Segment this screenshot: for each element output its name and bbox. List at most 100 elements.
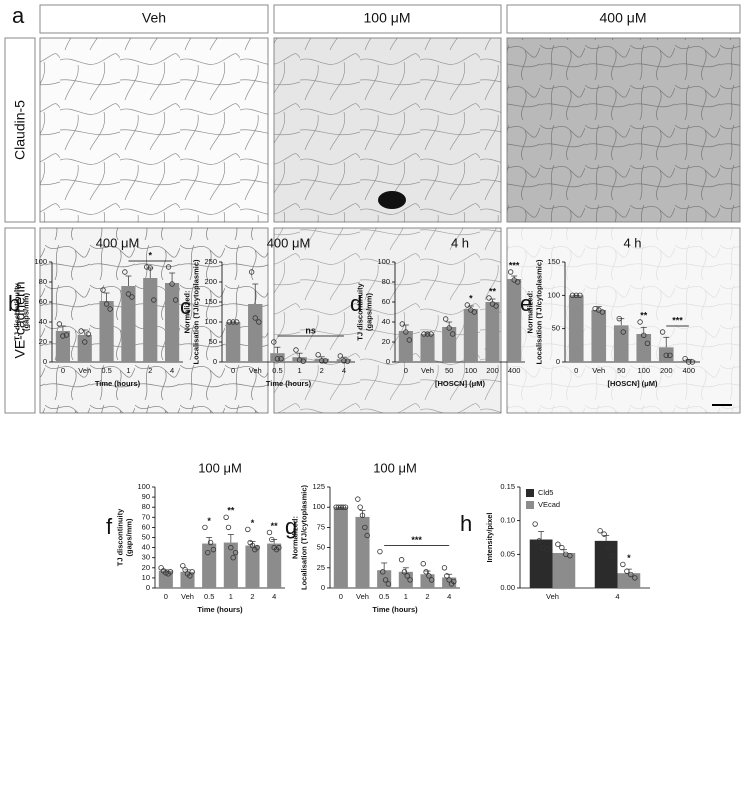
data-point	[274, 356, 281, 362]
data-point	[254, 544, 260, 551]
y-tick-label: 20	[382, 337, 390, 346]
x-tick-label: Veh	[181, 592, 194, 601]
significance-label: *	[148, 250, 152, 260]
bar	[420, 574, 435, 588]
header-box	[39, 4, 269, 34]
column-header: Veh	[142, 10, 166, 26]
y-tick-label: 250	[204, 257, 217, 266]
micrograph-texture	[507, 38, 740, 222]
data-point	[569, 292, 576, 299]
bar	[568, 295, 584, 362]
data-point	[266, 529, 273, 536]
data-point	[226, 319, 233, 325]
data-point	[355, 496, 361, 502]
row-header: VE-cadherin	[12, 281, 28, 358]
x-tick-label: 400	[682, 366, 695, 375]
data-point	[85, 331, 91, 337]
chart-title: 400 μM	[96, 235, 140, 250]
data-point	[202, 524, 208, 531]
y-tick-label: 0	[321, 583, 325, 592]
row-header: Claudin-5	[12, 100, 28, 160]
y-axis-label: TJ discontinuity	[115, 508, 124, 566]
y-axis-label: Normalized:	[290, 516, 299, 559]
significance-label: **	[271, 521, 279, 531]
data-point	[269, 536, 275, 543]
cell-cluster	[378, 191, 406, 209]
bar	[398, 331, 413, 362]
data-point	[344, 358, 351, 364]
y-tick-label: 25	[317, 563, 325, 572]
bar	[121, 286, 136, 362]
panel-letter: f	[106, 514, 113, 539]
data-point	[616, 315, 622, 322]
bar	[202, 543, 217, 588]
y-tick-label: 100	[34, 257, 47, 266]
y-tick-label: 100	[547, 290, 560, 299]
y-tick-label: 0	[146, 583, 150, 592]
data-point	[107, 306, 113, 312]
x-axis-label: [HOSCN] (μM)	[608, 379, 658, 388]
panel-letter: a	[12, 3, 25, 28]
data-point	[144, 264, 150, 270]
x-tick-label: Veh	[546, 592, 559, 601]
data-point	[406, 337, 413, 343]
data-point	[620, 561, 626, 568]
y-tick-label: 150	[204, 297, 217, 306]
x-tick-label: 0.5	[101, 366, 111, 375]
y-tick-label: 30	[142, 553, 150, 562]
data-point	[426, 573, 432, 579]
data-point	[385, 581, 392, 587]
data-point	[278, 356, 284, 362]
bar	[485, 302, 500, 362]
data-point	[401, 569, 408, 575]
x-tick-label: 0.5	[204, 592, 214, 601]
legend-label: VEcad	[538, 500, 560, 509]
bar	[245, 545, 260, 588]
data-point	[620, 329, 626, 335]
data-point	[577, 292, 583, 299]
data-point	[103, 301, 110, 307]
bar	[77, 335, 92, 362]
data-point	[451, 578, 457, 585]
x-tick-label: 100	[637, 366, 650, 375]
data-point	[423, 569, 429, 575]
y-tick-label: 40	[142, 543, 150, 552]
x-axis-label: Time (hours)	[197, 605, 243, 614]
data-point	[471, 309, 478, 315]
data-point	[362, 524, 368, 531]
header-box	[506, 4, 741, 34]
x-axis-label: [HOSCN] (μM)	[435, 379, 485, 388]
data-point	[158, 565, 164, 571]
data-point	[403, 329, 409, 335]
data-point	[601, 531, 607, 537]
y-axis-label: (gaps/mm)	[124, 518, 133, 556]
data-point	[342, 504, 349, 510]
x-tick-label: 0	[339, 592, 343, 601]
y-tick-label: 40	[382, 317, 390, 326]
panel-letter: e	[520, 291, 532, 316]
y-tick-label: 80	[39, 277, 47, 286]
data-point	[689, 359, 696, 365]
legend-label: Cld5	[538, 488, 553, 497]
data-point	[165, 264, 172, 270]
x-tick-label: 50	[445, 366, 453, 375]
x-axis-label: Time (hours)	[266, 379, 312, 388]
x-tick-label: 2	[425, 592, 429, 601]
data-point	[337, 353, 344, 359]
y-axis-label: Normalized:	[182, 291, 191, 334]
bar	[164, 283, 180, 362]
data-point	[228, 544, 234, 551]
bar	[377, 570, 392, 588]
x-tick-label: 0	[61, 366, 65, 375]
bar	[594, 540, 618, 588]
header-box	[4, 37, 36, 223]
panel-letter: b	[8, 291, 20, 316]
bar	[355, 516, 370, 588]
y-tick-label: 50	[552, 324, 560, 333]
y-axis-label: (gaps/mm)	[21, 293, 30, 331]
data-point	[100, 287, 106, 293]
bar	[248, 304, 263, 362]
data-point	[315, 352, 321, 358]
y-tick-label: 100	[204, 317, 217, 326]
data-point	[182, 567, 188, 573]
